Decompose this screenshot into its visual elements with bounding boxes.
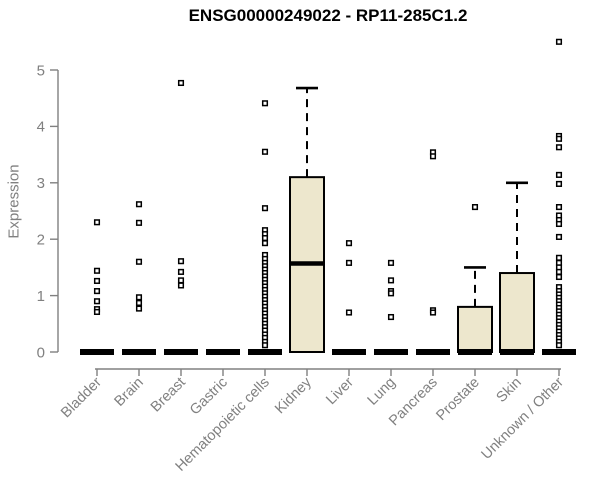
zero-bar: [122, 349, 156, 355]
outlier-point: [555, 135, 563, 142]
outlier-point: [93, 267, 101, 274]
outlier-point: [177, 282, 185, 289]
outlier-point: [555, 273, 563, 281]
x-tick-label: Kidney: [272, 374, 315, 417]
outlier-point: [261, 205, 269, 212]
outlier-point: [93, 308, 101, 316]
outlier-point: [93, 288, 101, 295]
outlier-point: [177, 268, 185, 275]
zero-bar: [416, 349, 450, 355]
outlier-point: [429, 309, 437, 316]
outlier-point: [555, 220, 563, 228]
y-tick-label: 1: [37, 288, 45, 305]
x-tick-label: Breast: [148, 375, 189, 416]
box: [457, 305, 493, 354]
outlier-point: [555, 268, 563, 275]
x-tick-label: Lung: [365, 375, 399, 409]
zero-bar: [206, 349, 240, 355]
outlier-point: [345, 309, 353, 316]
outlier-point: [555, 38, 563, 45]
outlier-point: [555, 254, 563, 261]
outlier-point: [135, 258, 143, 265]
x-tick-label: Bladder: [58, 374, 105, 421]
outlier-point: [555, 180, 563, 187]
outlier-point: [261, 148, 269, 155]
outlier-point: [93, 298, 101, 305]
outlier-point: [261, 100, 269, 107]
outlier-point: [345, 240, 353, 247]
zero-bar: [374, 349, 408, 355]
y-tick-label: 5: [37, 62, 45, 79]
y-tick-label: 0: [37, 344, 45, 361]
outlier-point: [555, 233, 563, 240]
y-tick-label: 4: [37, 119, 45, 136]
outlier-point: [555, 204, 563, 211]
x-tick-label: Skin: [494, 375, 525, 406]
outlier-point: [177, 277, 185, 284]
outlier-point: [135, 219, 143, 226]
x-tick-label: Prostate: [433, 375, 482, 424]
x-tick-label: Brain: [112, 375, 147, 410]
outlier-point: [261, 342, 269, 349]
zero-bar: [458, 349, 492, 355]
outlier-point: [387, 259, 395, 266]
outlier-point: [261, 235, 269, 242]
outlier-point: [387, 313, 395, 321]
box: [499, 272, 535, 354]
outlier-point: [555, 171, 563, 178]
y-tick-label: 2: [37, 231, 45, 248]
outlier-point: [429, 153, 437, 160]
outlier-point: [177, 258, 185, 265]
zero-bar: [500, 349, 534, 355]
x-tick-label: Liver: [323, 374, 357, 408]
chart-title: ENSG00000249022 - RP11-285C1.2: [188, 6, 468, 25]
outlier-point: [471, 204, 479, 211]
outlier-point: [135, 201, 143, 208]
outlier-point: [555, 342, 563, 349]
zero-bar: [248, 349, 282, 355]
outlier-point: [387, 290, 395, 297]
zero-bar: [332, 349, 366, 355]
outlier-point: [261, 240, 269, 247]
outlier-point: [345, 259, 353, 266]
outlier-point: [93, 277, 101, 284]
outlier-point: [177, 79, 185, 87]
zero-bar: [164, 349, 198, 355]
outlier-point: [135, 305, 143, 312]
zero-bar: [542, 349, 576, 355]
y-tick-label: 3: [37, 175, 45, 192]
outlier-point: [387, 277, 395, 284]
outlier-point: [135, 294, 143, 301]
outlier-point: [555, 144, 563, 151]
outlier-point: [93, 219, 101, 226]
outlier-point: [135, 299, 143, 306]
zero-bar: [80, 349, 114, 355]
